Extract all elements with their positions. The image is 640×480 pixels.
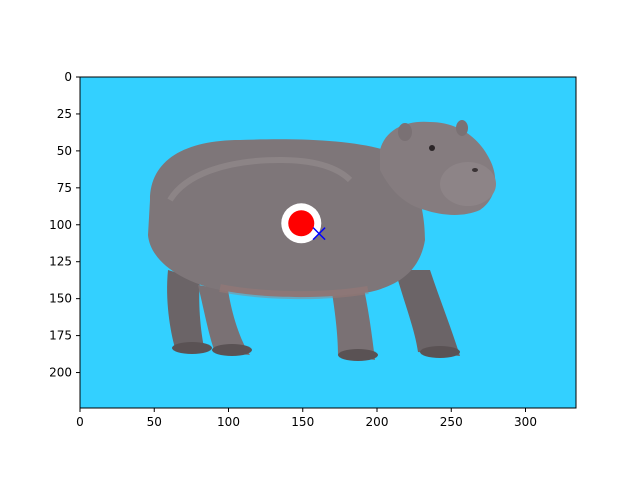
x-tick-label: 300 bbox=[514, 415, 537, 429]
cross-marker bbox=[312, 227, 326, 241]
x-tick-label: 250 bbox=[440, 415, 463, 429]
x-axis: 0 50 100 150 200 250 300 bbox=[76, 408, 537, 429]
y-tick-label: 200 bbox=[49, 366, 72, 380]
target-marker bbox=[281, 203, 322, 244]
y-tick-label: 75 bbox=[57, 181, 72, 195]
x-tick-label: 200 bbox=[366, 415, 389, 429]
target-dot bbox=[288, 210, 315, 237]
y-tick-label: 125 bbox=[49, 255, 72, 269]
cross-stroke bbox=[312, 227, 326, 241]
x-tick-label: 100 bbox=[217, 415, 240, 429]
plot-area bbox=[79, 76, 577, 409]
y-axis: 0 25 50 75 100 125 150 175 200 bbox=[49, 70, 80, 380]
x-tick-label: 150 bbox=[291, 415, 314, 429]
y-tick-label: 100 bbox=[49, 218, 72, 232]
x-tick-label: 50 bbox=[147, 415, 162, 429]
plot-frame bbox=[79, 76, 577, 409]
y-tick-label: 50 bbox=[57, 144, 72, 158]
x-tick-label: 0 bbox=[76, 415, 84, 429]
y-tick-label: 0 bbox=[64, 70, 72, 84]
y-tick-label: 175 bbox=[49, 329, 72, 343]
y-tick-label: 25 bbox=[57, 107, 72, 121]
y-tick-label: 150 bbox=[49, 292, 72, 306]
